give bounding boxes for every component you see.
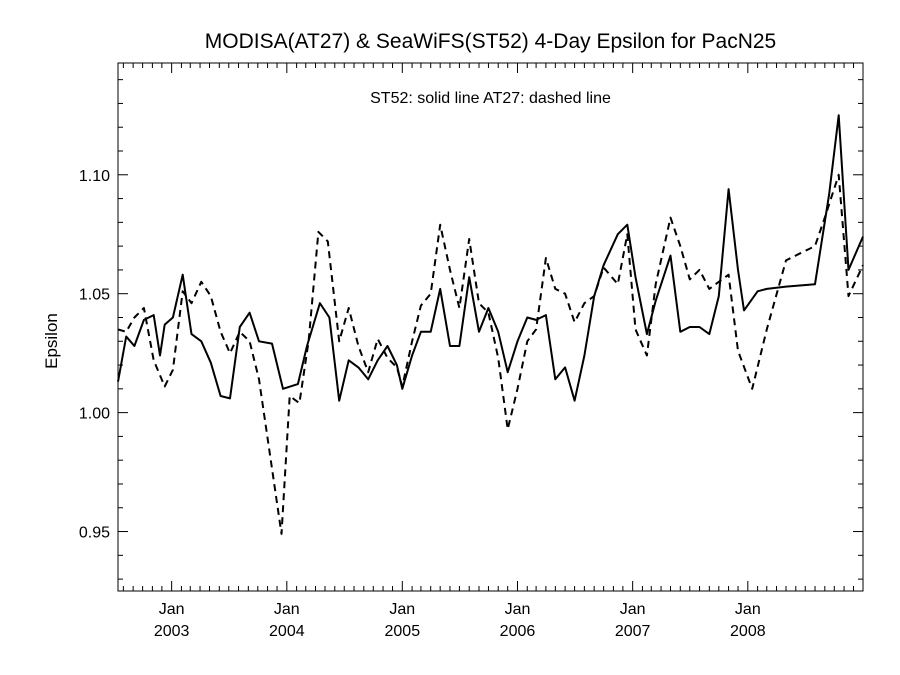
series-line-at27	[117, 173, 864, 535]
y-tick-label: 1.05	[79, 287, 110, 304]
y-tick-label: 0.95	[79, 525, 110, 542]
x-tick-label-month: Jan	[274, 601, 300, 618]
x-tick-label-month: Jan	[620, 601, 646, 618]
series-line-st52	[117, 114, 864, 402]
x-tick-label-year: 2007	[615, 623, 651, 640]
x-tick-label-month: Jan	[505, 601, 531, 618]
x-tick-label-year: 2003	[154, 623, 190, 640]
series-layer	[117, 114, 864, 535]
y-tick-label: 1.00	[79, 406, 110, 423]
x-tick-label-month: Jan	[159, 601, 185, 618]
axes: 0.95 1.00 1.05 1.10 Jan 2003 Jan 2004 Jan 2005 Jan…	[79, 62, 864, 640]
y-tick-label: 1.10	[79, 168, 110, 185]
chart-title: MODISA(AT27) & SeaWiFS(ST52) 4-Day Epsil…	[204, 30, 777, 53]
x-tick-label-year: 2006	[500, 623, 536, 640]
series-style-annotation: ST52: solid line AT27: dashed line	[370, 90, 611, 107]
x-tick-label-year: 2008	[730, 623, 766, 640]
x-tick-label-month: Jan	[389, 601, 415, 618]
x-tick-label-month: Jan	[735, 601, 761, 618]
x-tick-label-year: 2005	[385, 623, 421, 640]
x-tick-label-year: 2004	[269, 623, 305, 640]
plot-frame	[117, 62, 864, 592]
